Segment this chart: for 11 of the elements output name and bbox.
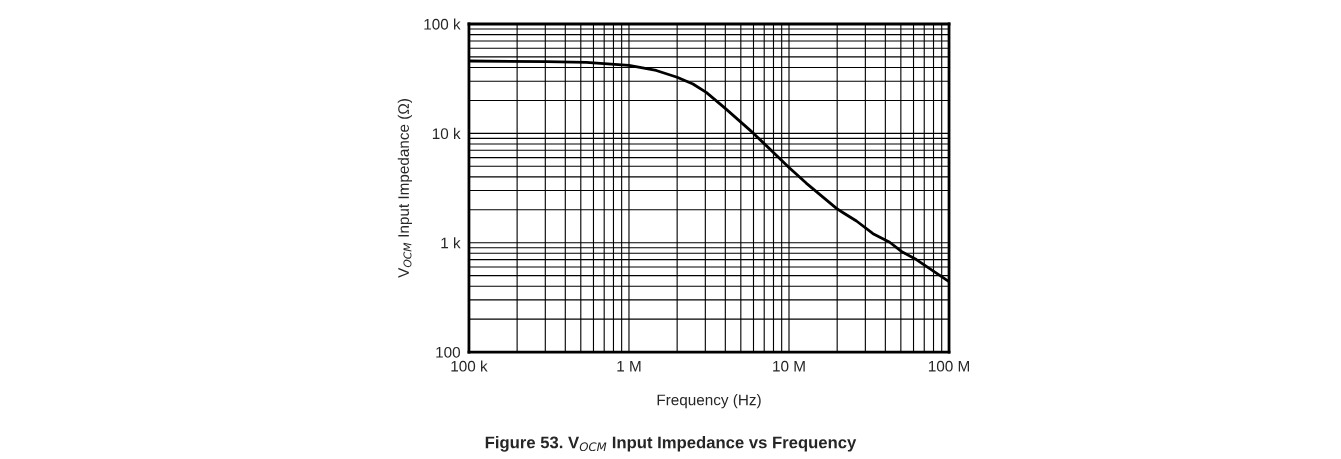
y-tick-label: 1 k	[441, 237, 461, 249]
y-axis-title: V$_{OCM}$ Input Impedance (Ω)	[397, 99, 413, 278]
y-tick-label: 100 k	[424, 18, 461, 30]
x-axis-title: Frequency (Hz)	[657, 394, 761, 409]
x-tick-label: 100 M	[928, 360, 969, 372]
y-tick-label: 10 k	[432, 127, 461, 140]
x-tick-label: 100 k	[451, 360, 488, 372]
text: Figure 53. V$_{OCM}$ Input Impedance vs Frequency	[485, 436, 857, 452]
y-tick-label: 100	[436, 346, 461, 358]
x-tick-label: 1 M	[617, 360, 641, 372]
x-tick-label: 10 M	[773, 360, 805, 372]
